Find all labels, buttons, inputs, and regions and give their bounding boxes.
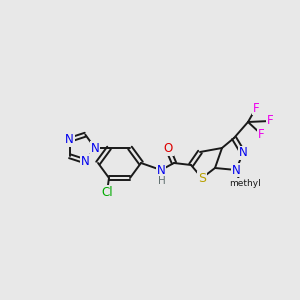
Text: O: O: [164, 142, 172, 155]
Text: Cl: Cl: [101, 185, 113, 199]
Text: N: N: [91, 142, 99, 154]
Text: N: N: [157, 164, 165, 176]
Text: N: N: [65, 133, 74, 146]
Text: H: H: [158, 176, 166, 186]
Text: N: N: [81, 155, 90, 168]
Text: N: N: [238, 146, 247, 160]
Text: N: N: [232, 164, 240, 176]
Text: F: F: [267, 115, 273, 128]
Text: S: S: [198, 172, 206, 184]
Text: methyl: methyl: [229, 178, 261, 188]
Text: F: F: [253, 101, 259, 115]
Text: F: F: [258, 128, 264, 140]
